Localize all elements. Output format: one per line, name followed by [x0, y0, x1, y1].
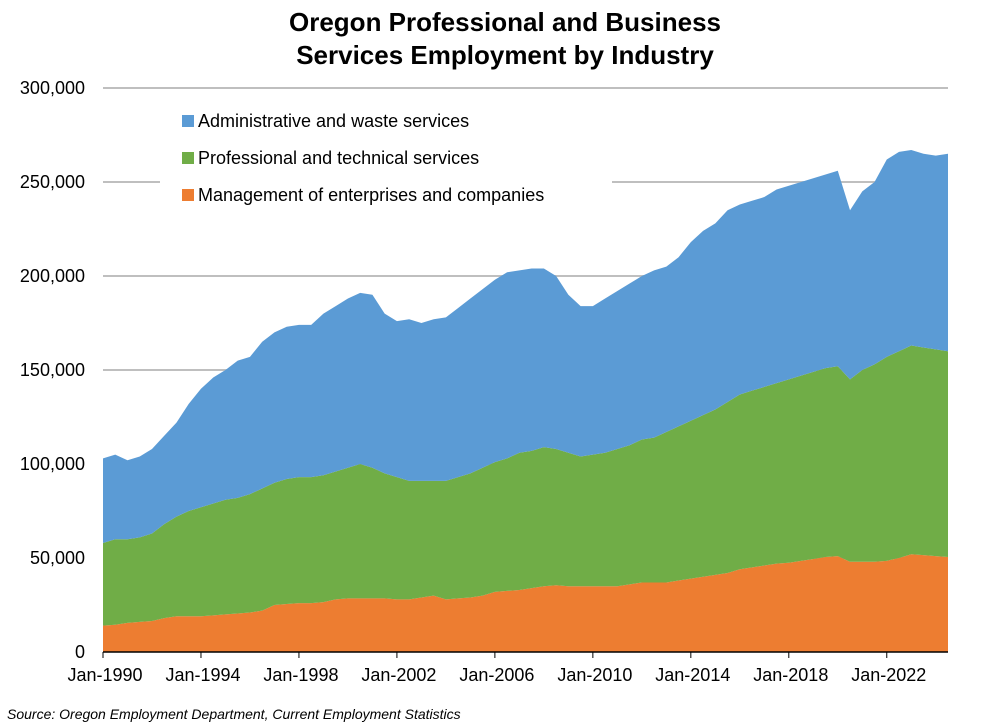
y-tick-label: 50,000	[30, 548, 85, 568]
area	[103, 345, 948, 626]
legend: Administrative and waste services Profess…	[160, 100, 612, 212]
y-tick-label: 300,000	[20, 78, 85, 98]
y-tick-label: 0	[75, 642, 85, 662]
legend-label: Management of enterprises and companies	[198, 185, 544, 205]
x-tick-label: Jan-2006	[459, 665, 534, 685]
legend-label: Professional and technical services	[198, 148, 479, 168]
overlay: 0 50,000 100,000 150,000 200,000 250,000 300,0…	[20, 78, 948, 685]
legend-label: Administrative and waste services	[198, 111, 469, 131]
x-tick-label: Jan-1990	[67, 665, 142, 685]
chart-title: Oregon Professional and Business Service…	[289, 7, 721, 70]
y-tick-label: 100,000	[20, 454, 85, 474]
x-tick-label: Jan-2018	[753, 665, 828, 685]
legend-swatch	[182, 189, 194, 201]
area	[103, 554, 948, 652]
legend-swatch	[182, 115, 194, 127]
source-note: Source: Oregon Employment Department, Cu…	[7, 706, 461, 722]
area	[103, 150, 948, 543]
legend-background	[160, 100, 612, 212]
x-tick-label: Jan-2014	[655, 665, 730, 685]
x-tick-label: Jan-2002	[361, 665, 436, 685]
y-tick-label: 250,000	[20, 172, 85, 192]
legend-swatch	[182, 152, 194, 164]
y-tick-label: 200,000	[20, 266, 85, 286]
x-tick-label: Jan-1998	[263, 665, 338, 685]
x-tick-label: Jan-2022	[851, 665, 926, 685]
x-tick-label: Jan-2010	[557, 665, 632, 685]
x-tick-label: Jan-1994	[165, 665, 240, 685]
y-tick-label: 150,000	[20, 360, 85, 380]
areas	[103, 150, 948, 652]
